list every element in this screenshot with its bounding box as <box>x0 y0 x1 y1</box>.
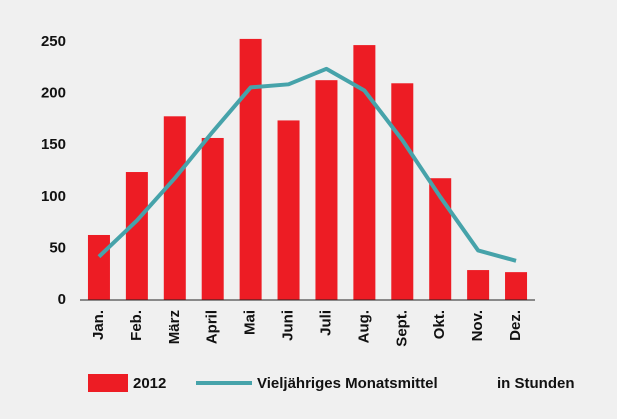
x-tick-label: Juni <box>280 310 297 341</box>
legend-label: Vieljähriges Monatsmittel <box>257 375 438 392</box>
x-tick-label: Mai <box>242 310 259 335</box>
x-tick-label: April <box>204 310 221 344</box>
y-tick-label: 100 <box>41 188 66 205</box>
unit-label: in Stunden <box>497 375 575 392</box>
x-tick-label: Aug. <box>355 310 372 343</box>
x-tick-label: Feb. <box>128 310 145 341</box>
bar <box>467 270 490 300</box>
x-tick-label: Okt. <box>431 310 448 339</box>
bar <box>277 120 300 300</box>
x-tick-label: Nov. <box>469 310 486 341</box>
legend-swatch <box>88 374 128 392</box>
x-tick-label: Juli <box>317 310 334 336</box>
bar <box>353 45 376 300</box>
bar <box>505 272 528 300</box>
bar <box>163 116 186 300</box>
bar <box>391 83 414 300</box>
x-tick-label: Jan. <box>90 310 107 340</box>
x-tick-label: Dez. <box>507 310 524 341</box>
line <box>97 66 517 263</box>
bar <box>125 172 148 300</box>
y-tick-label: 0 <box>58 291 66 308</box>
y-tick-label: 50 <box>49 239 66 256</box>
bar <box>239 38 262 301</box>
y-tick-label: 150 <box>41 136 66 153</box>
y-tick-label: 200 <box>41 85 66 102</box>
bar <box>201 137 224 300</box>
bar <box>429 178 452 300</box>
legend-label: 2012 <box>133 375 166 392</box>
x-tick-label: Sept. <box>393 310 410 347</box>
y-tick-label: 250 <box>41 33 66 50</box>
x-tick-label: März <box>166 310 183 344</box>
bar <box>315 80 338 301</box>
bar <box>87 234 110 300</box>
